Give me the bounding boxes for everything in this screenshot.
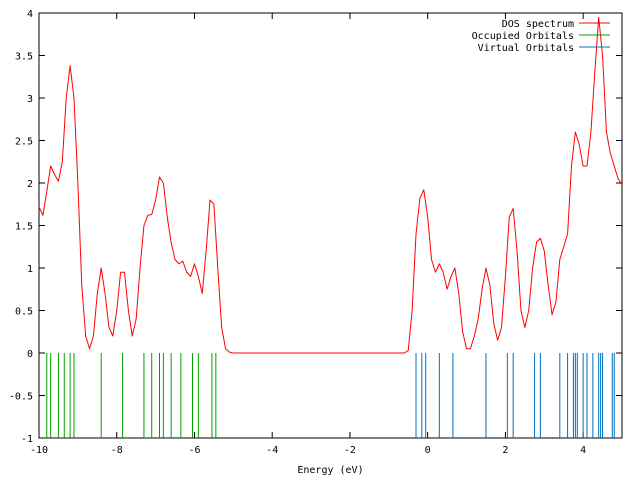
y-tick-label: -1 (21, 434, 33, 445)
orbital-sticks (46, 353, 615, 438)
x-tick-label: 2 (502, 445, 508, 456)
x-tick-label: -8 (111, 445, 123, 456)
dos-curve (38, 16, 623, 354)
y-tick-label: -0.5 (9, 392, 33, 403)
y-tick-label: 3.5 (15, 52, 33, 63)
legend-label: Occupied Orbitals (472, 31, 574, 42)
y-tick-label: 1 (27, 264, 33, 275)
y-tick-label: 2.5 (15, 137, 33, 148)
y-tick-label: 0 (27, 349, 33, 360)
axis-ticks (38, 12, 622, 439)
y-tick-label: 4 (27, 9, 33, 20)
y-tick-label: 3 (27, 94, 33, 105)
y-tick-label: 2 (27, 179, 33, 190)
x-tick-label: -6 (188, 445, 200, 456)
x-tick-label: -2 (344, 445, 356, 456)
x-tick-labels: -10 -8 -6 -4 -2 0 2 4 (30, 445, 586, 456)
y-tick-labels: -1 -0.5 0 0.5 1 1.5 2 2.5 3 3.5 4 (9, 9, 33, 445)
y-tick-label: 0.5 (15, 307, 33, 318)
y-tick-label: 1.5 (15, 222, 33, 233)
legend-label: Virtual Orbitals (478, 43, 574, 54)
legend-label: DOS spectrum (502, 19, 574, 30)
x-axis-label: Energy (eV) (297, 465, 363, 476)
x-tick-label: -4 (266, 445, 278, 456)
dos-curve-group (38, 16, 623, 354)
x-tick-label: 4 (580, 445, 586, 456)
x-tick-label: 0 (425, 445, 431, 456)
x-tick-label: -10 (30, 445, 48, 456)
